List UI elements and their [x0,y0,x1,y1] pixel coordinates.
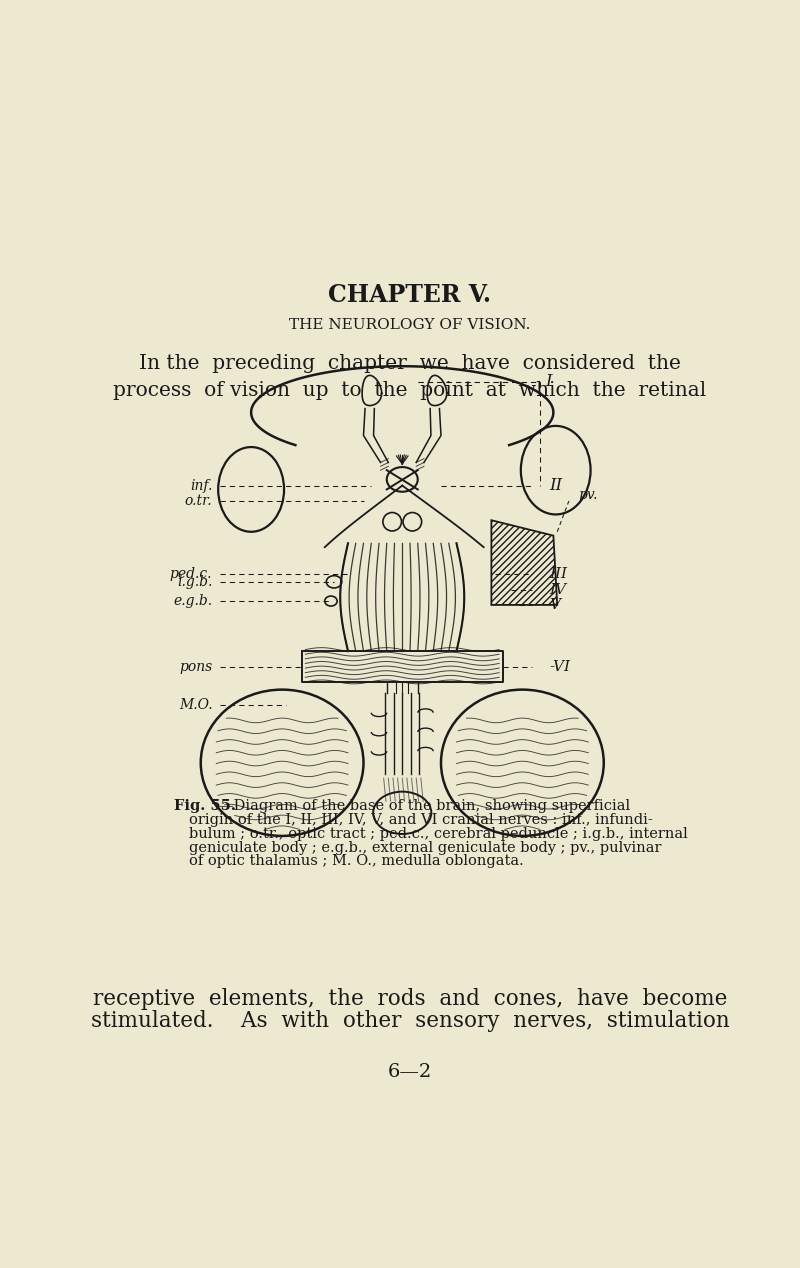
Text: e.g.b.: e.g.b. [174,595,212,609]
Text: i.g.b.: i.g.b. [177,574,212,588]
Text: I: I [546,373,552,391]
Text: —Diagram of the base of the brain, showing superficial: —Diagram of the base of the brain, showi… [218,799,630,813]
Text: process  of vision  up  to  the  point  at  which  the  retinal: process of vision up to the point at whi… [114,382,706,401]
Text: -VI: -VI [550,659,570,673]
Text: bulum ; o.tr., optic tract ; ped.c., cerebral peduncle ; i.g.b., internal: bulum ; o.tr., optic tract ; ped.c., cer… [189,827,688,841]
Text: pons: pons [179,659,212,673]
Circle shape [383,512,402,531]
Ellipse shape [326,576,342,588]
Text: geniculate body ; e.g.b., external geniculate body ; pv., pulvinar: geniculate body ; e.g.b., external genic… [189,841,662,855]
Text: receptive  elements,  the  rods  and  cones,  have  become: receptive elements, the rods and cones, … [93,988,727,1011]
Text: IV: IV [550,582,566,596]
Text: inf.: inf. [190,478,212,492]
Text: o.tr.: o.tr. [185,495,212,508]
Polygon shape [491,520,558,605]
Text: 6—2: 6—2 [388,1064,432,1082]
Text: ped.c.: ped.c. [170,567,212,581]
Text: III: III [550,567,567,581]
Text: pv.: pv. [578,488,598,502]
Ellipse shape [325,596,337,606]
Text: V: V [550,598,561,612]
Text: In the  preceding  chapter  we  have  considered  the: In the preceding chapter we have conside… [139,355,681,373]
Text: CHAPTER V.: CHAPTER V. [329,283,491,307]
Ellipse shape [386,467,418,492]
Text: of optic thalamus ; M. O., medulla oblongata.: of optic thalamus ; M. O., medulla oblon… [189,855,524,869]
Text: M.O.: M.O. [178,697,212,713]
Text: origin of the I, II, III, IV, V, and VI cranial nerves : inf., infundi-: origin of the I, II, III, IV, V, and VI … [189,813,653,827]
Text: stimulated.    As  with  other  sensory  nerves,  stimulation: stimulated. As with other sensory nerves… [90,1009,730,1032]
Circle shape [403,512,422,531]
Text: THE NEUROLOGY OF VISION.: THE NEUROLOGY OF VISION. [290,318,530,332]
Text: Fig. 55.: Fig. 55. [174,799,235,813]
Text: II: II [550,477,562,495]
